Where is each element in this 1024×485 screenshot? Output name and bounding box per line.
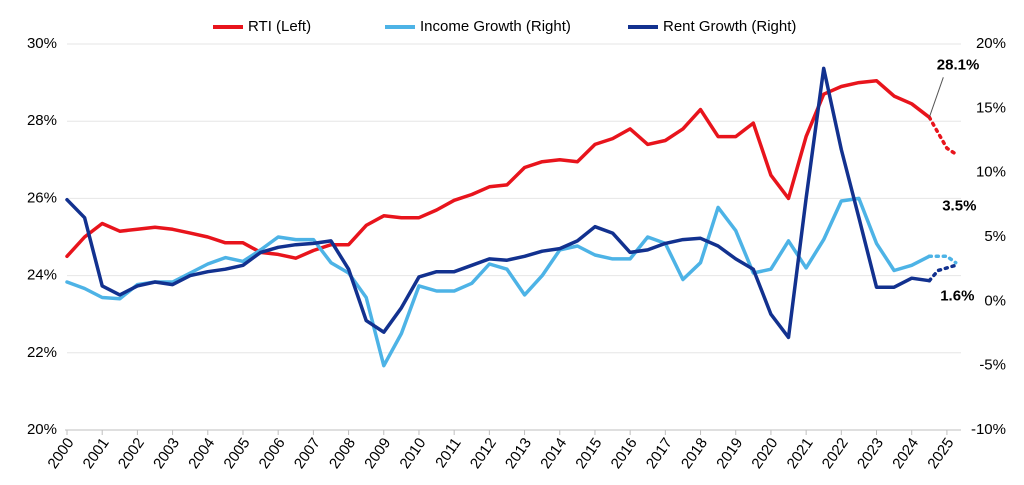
legend-label: Income Growth (Right) [420, 18, 571, 35]
x-tick-label: 2015 [572, 435, 605, 472]
y-tick-label: 24% [27, 267, 57, 284]
y2-tick-label: 0% [984, 292, 1006, 309]
x-tick-label: 2001 [80, 435, 113, 472]
x-tick-label: 2011 [432, 435, 464, 471]
x-tick-label: 2002 [115, 435, 148, 472]
x-tick-label: 2021 [784, 435, 817, 472]
x-tick-label: 2018 [678, 435, 711, 472]
y-tick-label: 20% [27, 421, 57, 438]
x-tick-label: 2009 [361, 435, 394, 472]
value-label: 28.1% [937, 56, 980, 73]
x-tick-label: 2019 [713, 435, 746, 472]
y2-tick-label: -10% [971, 421, 1006, 438]
x-tick-label: 2004 [185, 435, 218, 472]
y-tick-label: 30% [27, 35, 57, 52]
x-tick-label: 2022 [819, 435, 852, 472]
y2-tick-label: 10% [976, 164, 1006, 181]
x-tick-label: 2013 [502, 435, 535, 472]
series-line [65, 78, 932, 260]
x-tick-label: 2025 [924, 435, 957, 472]
x-tick-label: 2012 [467, 435, 500, 472]
legend-label: Rent Growth (Right) [663, 18, 796, 35]
leader-line [928, 77, 944, 118]
x-tick-label: 2007 [291, 435, 324, 472]
y-tick-label: 28% [27, 112, 57, 129]
series-line [65, 196, 932, 368]
y2-tick-label: -5% [979, 357, 1006, 374]
y-tick-label: 26% [27, 189, 57, 206]
series-line [65, 66, 932, 340]
y2-tick-label: 20% [976, 35, 1006, 52]
x-tick-label: 2010 [396, 435, 429, 472]
x-tick-label: 2000 [44, 435, 77, 472]
x-tick-label: 2003 [150, 435, 183, 472]
x-tick-label: 2006 [256, 435, 289, 472]
x-tick-label: 2017 [643, 435, 676, 472]
x-tick-label: 2023 [854, 435, 887, 472]
x-tick-label: 2016 [608, 435, 641, 472]
y2-tick-label: 5% [984, 228, 1006, 245]
legend-label: RTI (Left) [248, 18, 311, 35]
x-tick-label: 2020 [748, 435, 781, 472]
forecast-line [927, 263, 958, 283]
y-tick-label: 22% [27, 344, 57, 361]
x-tick-label: 2014 [537, 435, 570, 472]
y2-tick-label: 15% [976, 99, 1006, 116]
x-tick-label: 2005 [220, 435, 253, 472]
x-tick-label: 2008 [326, 435, 359, 472]
x-tick-label: 2024 [889, 435, 922, 472]
forecast-line [927, 115, 958, 156]
forecast-line [927, 254, 958, 265]
value-label: 3.5% [942, 197, 976, 214]
value-label: 1.6% [940, 288, 974, 305]
